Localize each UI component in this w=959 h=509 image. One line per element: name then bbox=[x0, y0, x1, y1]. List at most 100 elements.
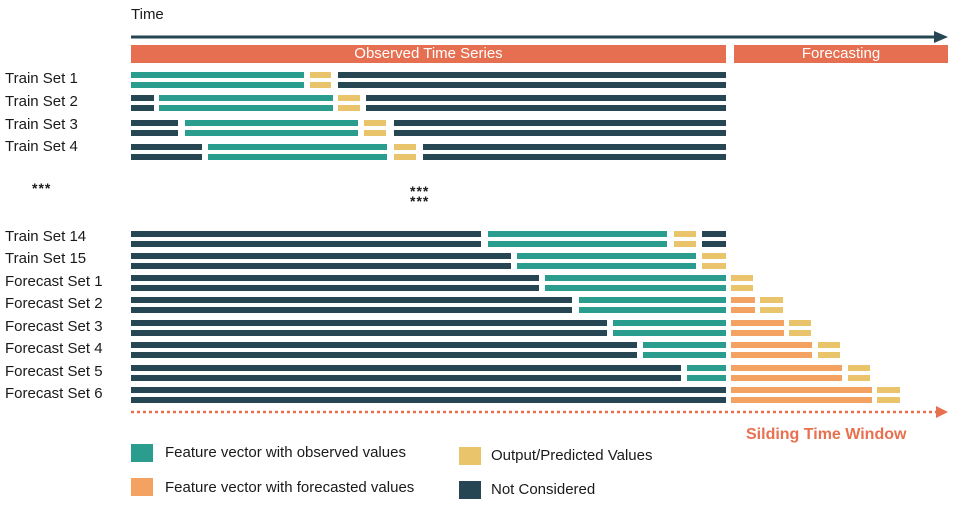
segment-not-considered bbox=[131, 297, 572, 303]
segment-observed bbox=[185, 130, 358, 136]
segment-observed bbox=[159, 95, 333, 101]
segment-observed bbox=[159, 105, 333, 111]
segment-output bbox=[848, 365, 870, 371]
legend-label-forecasted: Feature vector with forecasted values bbox=[165, 479, 415, 496]
legend-swatch-observed bbox=[131, 444, 153, 462]
segment-observed bbox=[185, 120, 358, 126]
time-axis-label: Time bbox=[131, 6, 164, 23]
row-label: Forecast Set 5 bbox=[5, 363, 103, 380]
segment-not-considered bbox=[338, 82, 726, 88]
segment-output bbox=[848, 375, 870, 381]
segment-observed bbox=[613, 320, 726, 326]
segment-not-considered bbox=[131, 120, 178, 126]
segment-not-considered bbox=[131, 130, 178, 136]
row-bars bbox=[131, 297, 783, 313]
segment-forecasted bbox=[731, 387, 872, 393]
segment-not-considered bbox=[131, 330, 607, 336]
segment-not-considered bbox=[131, 154, 202, 160]
row-bars bbox=[131, 387, 900, 403]
segment-output bbox=[338, 95, 360, 101]
segment-forecasted bbox=[731, 297, 755, 303]
segment-not-considered bbox=[131, 375, 681, 381]
segment-output bbox=[674, 231, 696, 237]
row-label: Train Set 4 bbox=[5, 138, 78, 155]
legend-swatch-forecasted bbox=[131, 478, 153, 496]
segment-observed bbox=[545, 275, 726, 281]
segment-not-considered bbox=[131, 397, 726, 403]
legend-label-output: Output/Predicted Values bbox=[491, 447, 653, 464]
segment-observed bbox=[643, 342, 726, 348]
row-label: Train Set 1 bbox=[5, 70, 78, 87]
legend-label-not-considered: Not Considered bbox=[491, 481, 596, 498]
segment-observed bbox=[131, 72, 304, 78]
segment-forecasted bbox=[731, 342, 812, 348]
segment-not-considered bbox=[702, 241, 726, 247]
segment-output bbox=[338, 105, 360, 111]
segment-observed bbox=[579, 307, 726, 313]
segment-not-considered bbox=[131, 320, 607, 326]
segment-output bbox=[877, 387, 900, 393]
segment-not-considered bbox=[394, 120, 726, 126]
segment-observed bbox=[613, 330, 726, 336]
segment-not-considered bbox=[394, 130, 726, 136]
segment-forecasted bbox=[731, 397, 872, 403]
segment-not-considered bbox=[131, 105, 154, 111]
segment-output bbox=[310, 72, 331, 78]
segment-observed bbox=[687, 365, 726, 371]
time-axis-arrowhead bbox=[934, 31, 948, 43]
segment-output bbox=[674, 241, 696, 247]
segment-observed bbox=[131, 82, 304, 88]
segment-observed bbox=[517, 253, 696, 259]
segment-observed bbox=[579, 297, 726, 303]
segment-not-considered bbox=[131, 241, 481, 247]
sliding-window-label: Silding Time Window bbox=[746, 426, 907, 443]
segment-not-considered bbox=[131, 95, 154, 101]
segment-not-considered bbox=[702, 231, 726, 237]
segment-observed bbox=[545, 285, 726, 291]
row-label: Train Set 14 bbox=[5, 228, 87, 245]
row-label: Forecast Set 6 bbox=[5, 385, 103, 402]
segment-output bbox=[394, 154, 416, 160]
segment-output bbox=[364, 120, 386, 126]
segment-not-considered bbox=[131, 263, 511, 269]
forecasting-header: Forecasting bbox=[734, 45, 948, 63]
legend-swatch-output bbox=[459, 447, 481, 465]
segment-output bbox=[789, 330, 811, 336]
legend-swatch-not-considered bbox=[459, 481, 481, 499]
segment-output bbox=[731, 285, 753, 291]
ellipsis-left: *** bbox=[32, 180, 52, 196]
ellipsis-middle-top: *** bbox=[410, 183, 430, 199]
row-label: Train Set 2 bbox=[5, 93, 78, 110]
segment-output bbox=[760, 307, 783, 313]
segment-output bbox=[818, 352, 840, 358]
segment-not-considered bbox=[338, 72, 726, 78]
row-label: Forecast Set 2 bbox=[5, 295, 103, 312]
segment-not-considered bbox=[131, 307, 572, 313]
segment-forecasted bbox=[731, 365, 842, 371]
segment-not-considered bbox=[131, 144, 202, 150]
row-bars bbox=[131, 342, 840, 358]
segment-not-considered bbox=[131, 285, 539, 291]
row-label: Forecast Set 3 bbox=[5, 318, 103, 335]
row-bars bbox=[131, 231, 726, 247]
row-bars bbox=[131, 144, 726, 160]
segment-output bbox=[394, 144, 416, 150]
segment-not-considered bbox=[131, 253, 511, 259]
segment-observed bbox=[488, 231, 667, 237]
segment-not-considered bbox=[423, 144, 726, 150]
row-bars bbox=[131, 275, 753, 291]
row-bars bbox=[131, 120, 726, 136]
segment-observed bbox=[643, 352, 726, 358]
segment-output bbox=[731, 275, 753, 281]
segment-observed bbox=[517, 263, 696, 269]
segment-forecasted bbox=[731, 330, 784, 336]
segment-output bbox=[789, 320, 811, 326]
segment-output bbox=[310, 82, 331, 88]
row-bars bbox=[131, 365, 870, 381]
row-bars bbox=[131, 72, 726, 88]
segment-output bbox=[877, 397, 900, 403]
segment-output bbox=[702, 253, 726, 259]
segment-not-considered bbox=[131, 342, 637, 348]
row-label: Forecast Set 1 bbox=[5, 273, 103, 290]
